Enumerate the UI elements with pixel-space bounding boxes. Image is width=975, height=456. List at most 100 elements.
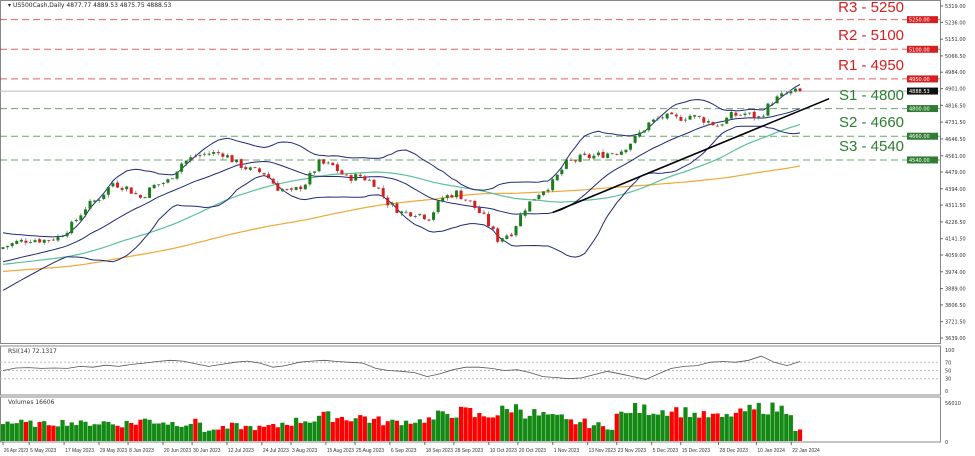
volume-bar-down <box>349 421 354 441</box>
candle-bear <box>468 200 472 202</box>
volume-bar-up <box>248 426 253 441</box>
volume-bar-down <box>138 419 143 441</box>
volume-bar-up <box>147 419 152 441</box>
candle-bull <box>537 194 541 200</box>
volume-bar-up <box>307 422 312 441</box>
volume-bar-down <box>252 430 258 441</box>
volume-bar-up <box>756 402 761 441</box>
volume-bar-up <box>687 417 693 441</box>
candle-bear <box>697 116 701 117</box>
candle-bear <box>491 226 495 230</box>
candle-bull <box>454 190 458 198</box>
y-tick-label: 3806.50 <box>945 303 966 309</box>
volume-bar-down <box>582 418 587 441</box>
volume-bar-down <box>193 418 198 441</box>
rsi-tick-label: 100 <box>945 348 955 354</box>
candle-bear <box>230 155 234 163</box>
candle-bear <box>395 203 399 214</box>
candle-bull <box>61 236 65 237</box>
y-tick-label: 4141.50 <box>945 237 966 243</box>
volume-bar-down <box>678 417 684 441</box>
volume-bar-up <box>417 419 422 441</box>
x-tick-label: 12 Jul 2023 <box>228 448 254 454</box>
volume-bar-up <box>399 425 404 441</box>
candle-bear <box>290 188 294 190</box>
candle-bull <box>706 121 710 123</box>
candle-bear <box>377 187 381 189</box>
candle-bear <box>450 195 454 198</box>
bollinger-upper-band <box>2 84 801 238</box>
volume-bar-down <box>321 411 326 441</box>
candle-bear <box>509 234 513 237</box>
candle-bull <box>761 115 765 117</box>
candle-bull <box>93 200 97 202</box>
volume-bar-up <box>142 418 148 441</box>
volume-bar-down <box>376 416 381 441</box>
volume-bar-up <box>774 411 780 441</box>
volume-bar-down <box>614 413 619 441</box>
volume-bar-up <box>724 414 729 441</box>
candle-bull <box>198 155 202 157</box>
volume-bar-up <box>564 419 569 441</box>
x-tick-label: 20 Oct 2023 <box>519 448 546 454</box>
dropdown-triangle-icon[interactable]: ▾ <box>8 2 12 9</box>
volume-bar-up <box>10 423 15 441</box>
candle-bear <box>459 190 463 200</box>
candle-bull <box>125 186 129 190</box>
candle-bull <box>317 159 321 172</box>
candles <box>1 86 802 250</box>
volume-bar-up <box>536 415 542 441</box>
candle-bull <box>303 184 307 190</box>
volume-bar-down <box>710 413 716 441</box>
volume-bar-down <box>344 420 349 441</box>
x-tick-label: 5 Dec 2023 <box>653 448 679 454</box>
volume-bar-down <box>216 429 221 441</box>
volume-bar-up <box>106 421 111 441</box>
volume-bar-down <box>23 421 29 441</box>
candle-bull <box>74 219 78 222</box>
volume-bar-up <box>633 403 638 441</box>
candle-bull <box>651 119 655 122</box>
volume-bar-up <box>742 411 748 441</box>
volume-bar-down <box>229 422 235 441</box>
volume-bar-up <box>655 414 661 441</box>
volume-bar-up <box>523 418 528 441</box>
candle-bear <box>253 167 257 169</box>
level-tag <box>907 156 938 164</box>
candle-bear <box>674 114 678 117</box>
level-tag-text: 4540.00 <box>909 158 930 164</box>
y-tick-label: 4901.00 <box>945 87 966 93</box>
y-tick-label: 3889.00 <box>945 287 966 293</box>
candle-bull <box>97 199 101 201</box>
x-tick-label: 5 May 2023 <box>30 448 56 454</box>
volume-bar-down <box>797 429 803 441</box>
candle-bear <box>322 159 326 164</box>
volume-bar-down <box>422 422 427 441</box>
volume-bar-up <box>19 419 24 441</box>
candle-bull <box>688 115 692 120</box>
candle-bull <box>280 189 284 192</box>
volume-bar-up <box>765 414 771 441</box>
candle-bear <box>358 174 362 177</box>
volume-bar-up <box>152 423 157 441</box>
current-price-text: 4888.53 <box>909 89 930 95</box>
volume-bar-up <box>454 417 459 441</box>
candle-bull <box>175 171 179 179</box>
y-tick-label: 3974.00 <box>945 270 966 276</box>
ma-100-line <box>2 165 801 272</box>
x-tick-label: 24 Jul 2023 <box>263 448 289 454</box>
rsi-tick-label: 30 <box>945 377 951 383</box>
candle-bear <box>221 153 225 157</box>
current-price-tag <box>907 87 938 95</box>
y-tick-label: 4226.50 <box>945 220 966 226</box>
volume-bar-up <box>788 415 793 441</box>
candle-bull <box>519 214 523 227</box>
candle-bear <box>477 207 481 214</box>
volume-bar-up <box>642 404 647 441</box>
volume-bar-up <box>69 422 74 441</box>
candle-bull <box>326 162 330 164</box>
volume-bar-up <box>518 409 523 441</box>
candle-bull <box>111 183 115 187</box>
volume-bar-up <box>623 413 629 441</box>
